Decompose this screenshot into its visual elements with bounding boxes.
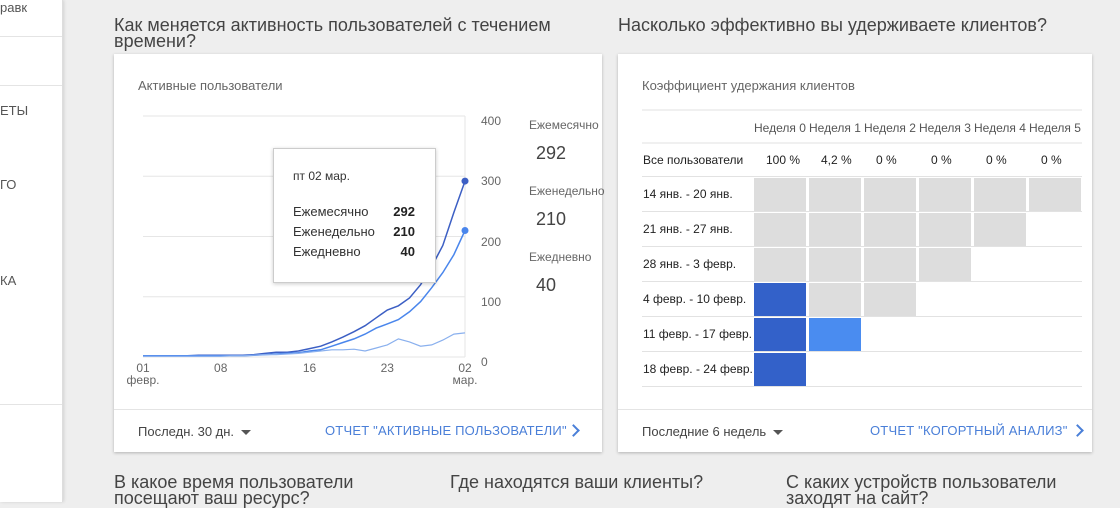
cohort-cell [864, 178, 916, 211]
cohort-cell [754, 213, 806, 246]
cohort-cell [974, 213, 1026, 246]
cohort-cell [754, 178, 806, 211]
y-tick-label: 100 [481, 294, 502, 309]
column-header: Неделя 2 [864, 121, 916, 135]
caret [773, 430, 784, 436]
x-tick-label: 23 [380, 361, 394, 375]
cohort-cell [809, 213, 861, 246]
section-heading: Насколько эффективно вы удерживаете клие… [618, 15, 1047, 35]
nav-item[interactable]: ГО [0, 177, 17, 192]
tooltip-value: 40 [400, 244, 415, 259]
row-label: 14 янв. - 20 янв. [643, 187, 733, 201]
column-header: Неделя 0 [754, 121, 806, 135]
legend-value: 210 [536, 209, 567, 229]
y-tick-label: 300 [481, 174, 502, 189]
cohort-cell [919, 178, 971, 211]
legend-name: Ежемесячно [529, 118, 599, 132]
x-tick-label: 16 [302, 361, 317, 375]
tooltip-series: Ежедневно [293, 244, 361, 259]
cohort-cell [754, 283, 806, 316]
y-tick-label: 200 [481, 234, 502, 249]
column-header: Неделя 1 [809, 121, 861, 135]
y-tick-label: 400 [481, 114, 502, 128]
tooltip-series: Ежемесячно [293, 204, 369, 219]
all-users-value: 0 % [876, 153, 897, 167]
tooltip-value: 292 [393, 204, 415, 219]
report-link[interactable]: ОТЧЕТ "КОГОРТНЫЙ АНАЛИЗ" [870, 423, 1068, 438]
cohort-cell [1029, 178, 1081, 211]
section-heading: Где находятся ваши клиенты? [450, 472, 704, 492]
period-selector[interactable]: Последн. 30 дн. [138, 424, 252, 439]
section-heading: Как меняется активность пользователей с … [114, 15, 551, 51]
caret [241, 430, 252, 436]
column-header: Неделя 3 [919, 121, 971, 135]
tooltip-value: 210 [393, 224, 415, 239]
period-text: Последние 6 недель [642, 424, 767, 439]
column-header: Неделя 4 [974, 121, 1026, 135]
cohort-cell [754, 318, 806, 351]
row-label: Все пользователи [643, 153, 744, 167]
cohort-cell [974, 178, 1026, 211]
row-label: 21 янв. - 27 янв. [643, 222, 733, 236]
x-tick-label: 02 мар. [452, 361, 478, 387]
all-users-value: 4,2 % [821, 153, 852, 167]
end-dot [461, 226, 469, 234]
cohort-cell [919, 213, 971, 246]
y-tick-label: 0 [481, 355, 488, 369]
all-users-value: 0 % [931, 153, 952, 167]
x-tick-label: 08 [214, 361, 228, 375]
cohort-cell [864, 283, 916, 316]
cohort-cell [809, 178, 861, 211]
nav-item[interactable]: ЕТЫ [0, 103, 29, 118]
x-tick-label: 01 февр. [126, 361, 160, 387]
tooltip-date: пт 02 мар. [293, 169, 350, 183]
report-link[interactable]: ОТЧЕТ "АКТИВНЫЕ ПОЛЬЗОВАТЕЛИ" [325, 423, 567, 438]
row-label: 4 февр. - 10 февр. [643, 292, 747, 306]
period-selector[interactable]: Последние 6 недель [642, 424, 784, 439]
divider [618, 409, 1092, 410]
all-users-value: 0 % [986, 153, 1007, 167]
cohort-cell [864, 248, 916, 281]
sidebar: равк ЕТЫ ГО КА [0, 0, 63, 502]
row-label: 18 февр. - 24 февр. [643, 362, 753, 376]
cohort-cell [919, 248, 971, 281]
cohort-cell [809, 248, 861, 281]
card-title: Коэффициент удержания клиентов [642, 78, 855, 93]
tooltip-series: Еженедельно [293, 224, 375, 239]
cohort-cell [754, 353, 806, 386]
all-users-value: 100 % [766, 153, 801, 167]
legend-name: Еженедельно [529, 184, 605, 198]
row-label: 11 февр. - 17 февр. [643, 327, 752, 341]
all-users-value: 0 % [1041, 153, 1062, 167]
nav-item[interactable]: равк [0, 0, 28, 15]
period-text: Последн. 30 дн. [138, 424, 235, 439]
cohort-cell [754, 248, 806, 281]
tooltip: пт 02 мар. Ежемесячно 292 Еженедельно 210 Еж… [273, 148, 436, 283]
nav-item[interactable]: КА [0, 273, 17, 288]
end-dot [461, 177, 469, 185]
divider [114, 409, 602, 410]
card-title: Активные пользователи [138, 78, 283, 93]
legend-value: 292 [536, 143, 567, 163]
series-line [143, 332, 466, 357]
divider [0, 36, 62, 37]
cohort-cell [864, 213, 916, 246]
legend-name: Ежедневно [529, 250, 592, 264]
cohort-cell [809, 283, 861, 316]
divider [0, 85, 62, 86]
column-header: Неделя 5 [1029, 121, 1081, 135]
row-label: 28 янв. - 3 февр. [643, 257, 737, 271]
divider [0, 404, 62, 405]
cohort-cell [809, 318, 861, 351]
legend-value: 40 [536, 275, 557, 295]
